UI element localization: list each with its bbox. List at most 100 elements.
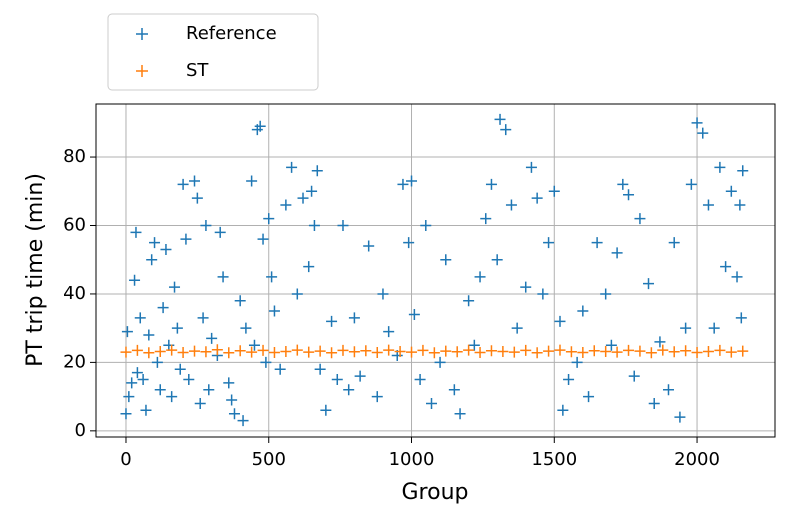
point	[508, 346, 520, 358]
point	[183, 374, 195, 386]
point	[554, 315, 566, 327]
point	[303, 261, 315, 273]
point	[280, 345, 292, 357]
point	[260, 356, 272, 368]
legend-box	[107, 13, 319, 91]
point	[266, 271, 278, 283]
point	[343, 384, 355, 396]
point	[348, 312, 360, 324]
point	[500, 124, 512, 136]
point	[154, 345, 166, 357]
point	[434, 356, 446, 368]
point	[246, 346, 258, 358]
point	[505, 199, 517, 211]
point	[166, 344, 178, 356]
point	[308, 219, 320, 231]
point	[194, 397, 206, 409]
point	[714, 344, 726, 356]
point	[211, 344, 223, 356]
point	[237, 415, 249, 427]
point	[668, 237, 680, 249]
point	[163, 339, 175, 351]
point	[257, 344, 269, 356]
point	[680, 322, 692, 334]
point	[306, 185, 318, 197]
point	[189, 345, 201, 357]
point	[702, 345, 714, 357]
x-tick-label: 500	[252, 449, 286, 470]
point	[177, 178, 189, 190]
point	[645, 347, 657, 359]
point	[737, 165, 749, 177]
point	[571, 356, 583, 368]
point	[120, 346, 132, 358]
point	[268, 305, 280, 317]
point	[494, 113, 506, 125]
point	[371, 346, 383, 358]
point	[146, 254, 158, 266]
point	[708, 322, 720, 334]
point	[491, 254, 503, 266]
point	[143, 329, 155, 341]
point	[654, 336, 666, 348]
y-tick-label: 60	[63, 214, 86, 235]
point	[605, 339, 617, 351]
point	[662, 384, 674, 396]
point	[314, 345, 326, 357]
point	[291, 288, 303, 300]
point	[206, 332, 218, 344]
point	[337, 344, 349, 356]
point	[497, 345, 509, 357]
point	[657, 344, 669, 356]
x-tick-label: 0	[120, 449, 131, 470]
point	[228, 408, 240, 420]
point	[563, 374, 575, 386]
point	[702, 199, 714, 211]
point	[474, 271, 486, 283]
point	[643, 278, 655, 290]
y-axis-label: PT trip time (min)	[23, 173, 48, 367]
point	[348, 346, 360, 358]
point	[121, 326, 133, 338]
point	[463, 295, 475, 307]
point	[463, 344, 475, 356]
point	[511, 322, 523, 334]
point	[137, 374, 149, 386]
point	[685, 178, 697, 190]
point	[725, 185, 737, 197]
point	[634, 345, 646, 357]
point	[200, 346, 212, 358]
point	[611, 247, 623, 259]
point	[600, 345, 612, 357]
legend-marker	[136, 65, 148, 77]
point	[454, 408, 466, 420]
point	[406, 346, 418, 358]
point	[166, 391, 178, 403]
point	[720, 261, 732, 273]
point	[623, 344, 635, 356]
point	[248, 339, 260, 351]
point	[414, 374, 426, 386]
point	[200, 219, 212, 231]
point	[377, 288, 389, 300]
point	[394, 345, 406, 357]
point	[714, 161, 726, 173]
point	[180, 233, 192, 245]
point	[628, 370, 640, 382]
point	[531, 347, 543, 359]
point	[291, 344, 303, 356]
point	[548, 185, 560, 197]
point	[525, 161, 537, 173]
point	[149, 237, 161, 249]
point	[140, 404, 152, 416]
point	[697, 127, 709, 139]
point	[406, 175, 418, 187]
point	[303, 346, 315, 358]
point	[223, 347, 235, 359]
point	[120, 408, 132, 420]
plot-frame	[95, 103, 776, 438]
point	[734, 199, 746, 211]
point	[234, 345, 246, 357]
point	[157, 302, 169, 314]
